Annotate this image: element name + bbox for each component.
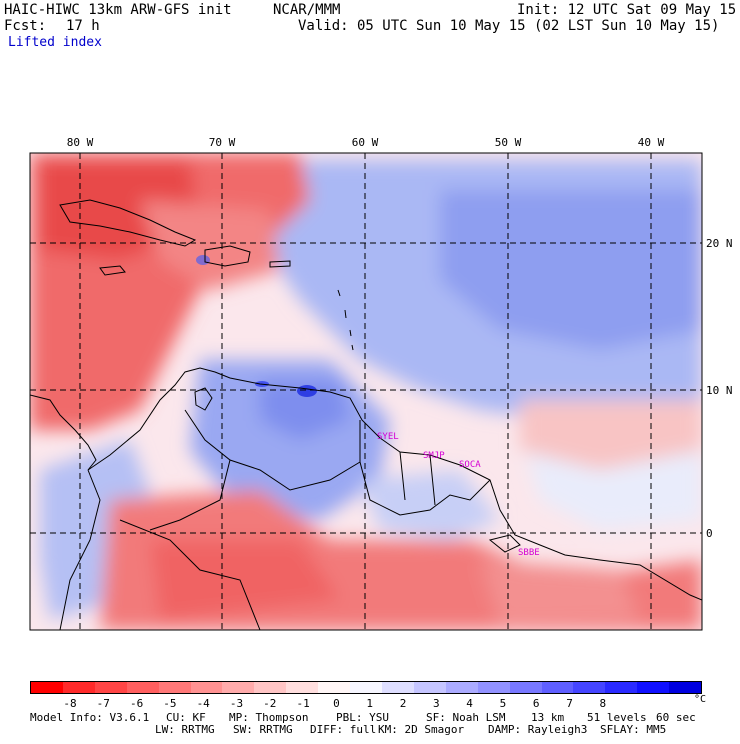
- lon-label-70w: 70 W: [208, 136, 236, 149]
- colorbar-cell: [381, 682, 414, 693]
- vertical-levels: 51 levels: [587, 711, 647, 724]
- sf-scheme: SF: Noah LSM: [426, 711, 506, 724]
- colorbar-unit: °C: [694, 694, 707, 705]
- model-info: Model Info: V3.6.1: [30, 711, 150, 724]
- colorbar-tick-label: 1: [366, 697, 373, 710]
- time-step: 60 sec: [656, 711, 696, 724]
- km-opt: KM: 2D Smagor: [378, 723, 465, 736]
- lw-scheme: LW: RRTMG: [155, 723, 215, 736]
- diffusion: DIFF: full: [310, 723, 377, 736]
- colorbar-tick-label: 4: [466, 697, 473, 710]
- mp-scheme: MP: Thompson: [229, 711, 309, 724]
- colorbar-cell: [158, 682, 191, 693]
- colorbar-cell: [637, 682, 670, 693]
- lat-label-20n: 20 N: [706, 237, 733, 250]
- lat-lon-grid: [30, 153, 702, 630]
- init-time: Init: 12 UTC Sat 09 May 15: [517, 2, 737, 18]
- lon-label-80w: 80 W: [66, 136, 94, 149]
- colorbar-tick-label: -6: [129, 697, 144, 710]
- colorbar-cell: [318, 682, 351, 693]
- colorbar-cell: [413, 682, 446, 693]
- colorbar-tick-label: 0: [333, 697, 340, 710]
- colorbar-tick-label: 2: [399, 697, 407, 710]
- station-label: SOCA: [459, 460, 481, 470]
- colorbar-cell: [350, 682, 382, 693]
- surface-layer: SFLAY: MM5: [600, 723, 667, 736]
- damping: DAMP: Rayleigh3: [488, 723, 588, 736]
- sw-scheme: SW: RRTMG: [233, 723, 293, 736]
- colorbar-cell: [509, 682, 542, 693]
- lon-label-60w: 60 W: [351, 136, 379, 149]
- colorbar-tick-label: 5: [499, 697, 507, 710]
- colorbar-cell: [254, 682, 287, 693]
- colorbar-tick-label: -8: [63, 697, 77, 710]
- forecast-hour: 17 h: [66, 18, 100, 34]
- colorbar-cell: [573, 682, 606, 693]
- colorbar-cell: [62, 682, 95, 693]
- forecast-label: Fcst:: [4, 18, 47, 34]
- colorbar-cell: [31, 682, 63, 693]
- colorbar-tick-label: -3: [229, 697, 244, 710]
- station-label: SBBE: [518, 548, 540, 558]
- station-label: SYEL: [377, 432, 399, 442]
- colorbar-cell: [605, 682, 638, 693]
- model-title: HAIC-HIWC 13km ARW-GFS init: [4, 2, 232, 18]
- colorbar-tick-label: -1: [296, 697, 310, 710]
- colorbar-tick-label: -5: [163, 697, 177, 710]
- lon-label-40w: 40 W: [637, 136, 665, 149]
- colorbar-tick-label: 8: [599, 697, 607, 710]
- valid-time: Valid: 05 UTC Sun 10 May 15 (02 LST Sun …: [298, 18, 720, 34]
- lat-label-0: 0: [706, 527, 713, 540]
- map-border: [29, 152, 703, 631]
- colorbar: [30, 681, 702, 694]
- colorbar-cell: [669, 682, 702, 693]
- colorbar-cell: [286, 682, 319, 693]
- colorbar-cell: [445, 682, 478, 693]
- colorbar-cell: [477, 682, 510, 693]
- colorbar-tick-label: 3: [432, 697, 440, 710]
- colorbar-tick-label: -4: [196, 697, 210, 710]
- colorbar-tick-label: -7: [96, 697, 110, 710]
- lon-label-50w: 50 W: [494, 136, 522, 149]
- colorbar-cell: [126, 682, 159, 693]
- colorbar-cell: [222, 682, 255, 693]
- field-name: Lifted index: [8, 35, 102, 50]
- grid-resolution: 13 km: [531, 711, 565, 724]
- station-label: SMJP: [423, 451, 445, 461]
- colorbar-cell: [190, 682, 223, 693]
- lifted-index-field: [30, 153, 702, 630]
- colorbar-tick-label: 6: [532, 697, 540, 710]
- org-label: NCAR/MMM: [273, 2, 341, 18]
- colorbar-cell: [541, 682, 574, 693]
- colorbar-tick-label: -2: [263, 697, 277, 710]
- colorbar-tick-label: 7: [566, 697, 573, 710]
- colorbar-cell: [94, 682, 127, 693]
- pbl-scheme: PBL: YSU: [336, 711, 389, 724]
- lat-label-10n: 10 N: [706, 384, 733, 397]
- cu-scheme: CU: KF: [166, 711, 206, 724]
